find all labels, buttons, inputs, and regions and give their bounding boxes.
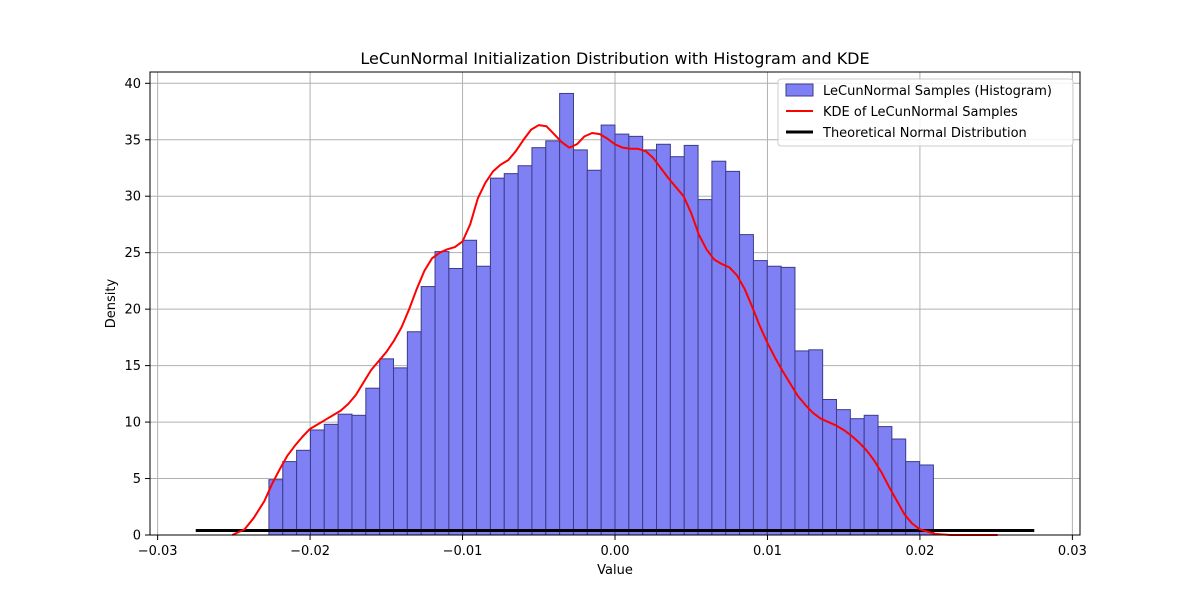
histogram-bar [808,349,824,536]
y-tick-label: 40 [124,77,141,92]
histogram-bar [835,409,851,536]
histogram-bar [365,387,381,536]
histogram-bar [309,429,325,536]
x-tick-label: −0.01 [443,544,483,559]
histogram-bar [393,367,408,536]
histogram-bar [462,239,478,536]
histogram-bar [780,266,796,536]
histogram-bar [697,199,713,536]
histogram-bar [628,135,644,536]
x-tick-label: 0.01 [753,544,782,559]
legend: LeCunNormal Samples (Histogram) KDE of L… [777,78,1074,147]
histogram-bar [752,260,768,536]
legend-box [777,78,1074,147]
histogram-bar [766,265,782,536]
histogram-bar [725,170,741,536]
histogram-bar [600,124,616,536]
y-tick-label: 5 [133,472,141,487]
histogram-bar [545,140,561,536]
histogram-bar [351,414,367,536]
y-tick-label: 35 [124,133,141,148]
x-axis-label: Value [597,563,633,578]
x-tick-label: 0.00 [601,544,630,559]
histogram-bar [531,147,547,536]
histogram-bar [503,173,519,536]
histogram-bar [420,286,436,536]
histogram-bar [476,265,491,536]
histogram-bar [337,413,353,536]
y-tick-label: 20 [124,303,141,318]
x-tick-label: −0.02 [290,544,330,559]
x-tick-label: −0.03 [138,544,178,559]
histogram-bar [891,438,907,536]
histogram-bar [794,350,810,536]
axis-ticks: −0.03 −0.02 −0.01 0.00 0.01 0.02 0.03 0 5 10 15 20 2… [124,77,1086,559]
histogram-bar [517,165,533,536]
y-tick-label: 0 [133,529,141,544]
histogram-bar [406,331,422,536]
histogram-bar [434,251,450,536]
y-tick-label: 25 [124,246,141,261]
y-tick-label: 15 [124,359,141,374]
y-tick-label: 10 [124,416,141,431]
histogram-bar [863,414,879,536]
histogram-bar [711,160,727,536]
histogram-bar [614,133,630,536]
histogram-bar [296,449,311,536]
legend-histogram-label: LeCunNormal Samples (Histogram) [823,84,1052,99]
histogram-bar [586,169,602,536]
histogram-bar [489,177,505,536]
histogram-bar [669,156,685,536]
y-axis-label: Density [104,278,119,328]
histogram-bar [559,92,574,536]
histogram-bar [282,461,298,536]
histogram-bar [739,234,754,536]
series-lines [195,124,1035,536]
histogram-bar [323,423,339,536]
chart-title: LeCunNormal Initialization Distribution … [360,49,869,68]
x-tick-label: 0.02 [905,544,934,559]
x-tick-label: 0.03 [1058,544,1087,559]
legend-normal-label: Theoretical Normal Distribution [822,126,1027,141]
histogram-bar [656,143,671,536]
histogram-bar [642,149,658,536]
histogram-bar [572,149,588,536]
kde-line [231,124,998,536]
histogram-bar [919,464,934,536]
histogram-bar [448,267,464,536]
legend-kde-label: KDE of LeCunNormal Samples [823,105,1018,120]
histogram-bar [379,358,395,536]
legend-histogram-swatch [785,83,814,97]
histogram-bars [268,92,934,536]
y-tick-label: 30 [124,190,141,205]
